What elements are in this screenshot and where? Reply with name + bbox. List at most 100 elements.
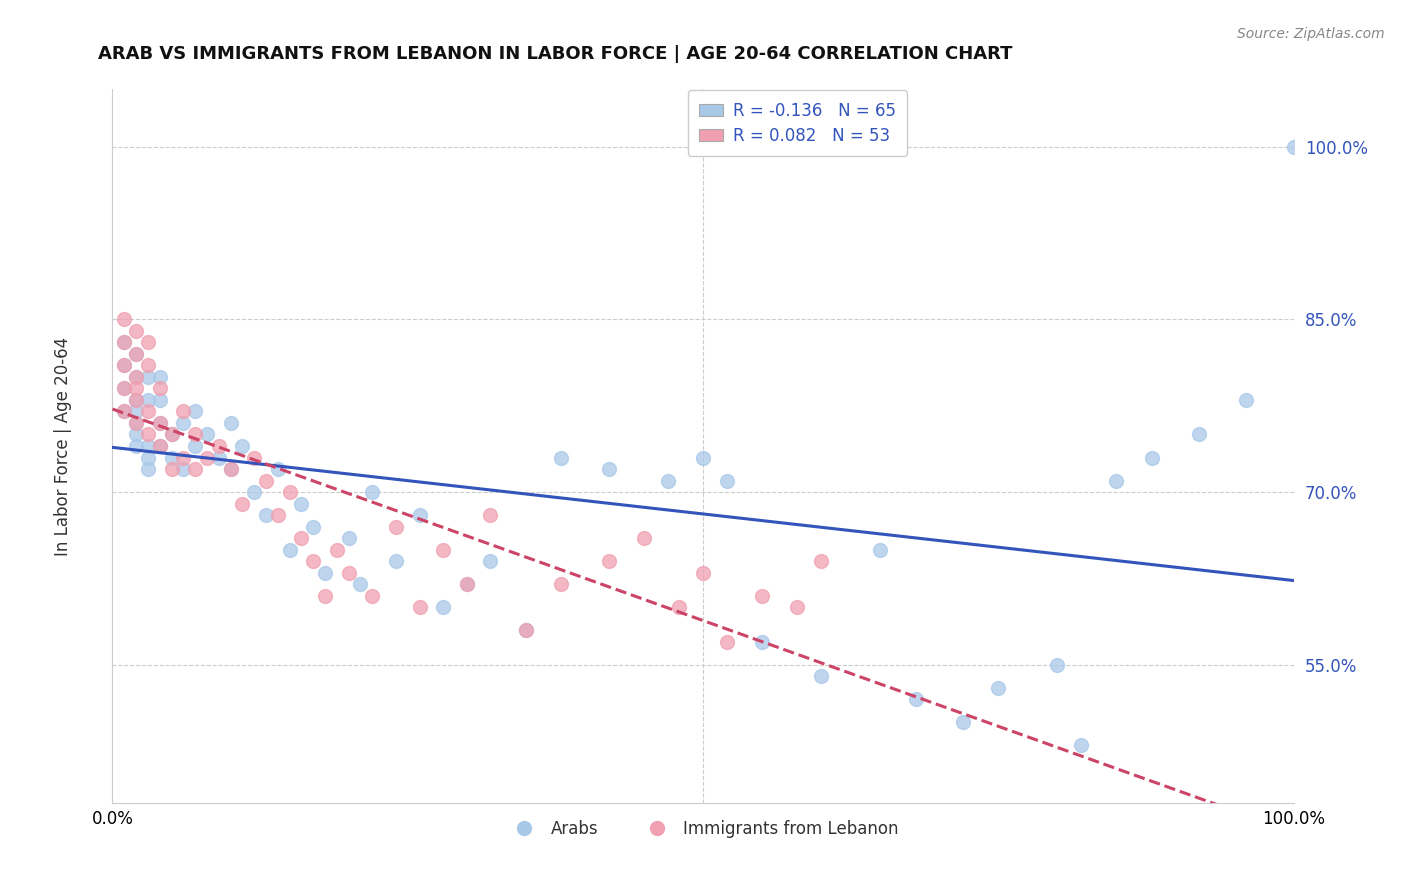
Point	[243, 450, 266, 465]
Point	[195, 450, 218, 465]
Point	[326, 542, 349, 557]
Point	[112, 359, 135, 373]
Point	[515, 623, 537, 637]
Point	[1188, 427, 1211, 442]
Point	[184, 404, 207, 418]
Point	[668, 600, 690, 615]
Point	[219, 416, 242, 430]
Point	[408, 508, 430, 522]
Point	[125, 381, 148, 395]
Point	[125, 416, 148, 430]
Point	[149, 381, 172, 395]
Point	[1234, 392, 1257, 407]
Point	[515, 623, 537, 637]
Point	[598, 462, 620, 476]
Point	[278, 485, 301, 500]
Point	[136, 359, 159, 373]
Point	[254, 508, 277, 522]
Point	[716, 474, 738, 488]
Point	[160, 427, 183, 442]
Point	[904, 692, 927, 706]
Point	[550, 577, 572, 591]
Point	[125, 347, 148, 361]
Point	[1070, 738, 1092, 752]
Point	[219, 462, 242, 476]
Point	[456, 577, 478, 591]
Point	[112, 381, 135, 395]
Point	[1140, 450, 1163, 465]
Point	[136, 450, 159, 465]
Point	[125, 416, 148, 430]
Point	[112, 312, 135, 326]
Point	[231, 439, 253, 453]
Point	[337, 566, 360, 580]
Point	[208, 439, 231, 453]
Point	[337, 531, 360, 545]
Point	[952, 715, 974, 730]
Point	[149, 392, 172, 407]
Point	[633, 531, 655, 545]
Point	[125, 324, 148, 338]
Point	[136, 439, 159, 453]
Point	[267, 462, 290, 476]
Point	[125, 427, 148, 442]
Point	[302, 554, 325, 568]
Point	[160, 462, 183, 476]
Point	[219, 462, 242, 476]
Point	[349, 577, 371, 591]
Point	[149, 416, 172, 430]
Point	[1105, 474, 1128, 488]
Legend: Arabs, Immigrants from Lebanon: Arabs, Immigrants from Lebanon	[501, 814, 905, 845]
Point	[692, 450, 714, 465]
Point	[302, 519, 325, 533]
Point	[112, 335, 135, 350]
Point	[254, 474, 277, 488]
Point	[243, 485, 266, 500]
Point	[136, 370, 159, 384]
Point	[987, 681, 1010, 695]
Point	[149, 439, 172, 453]
Point	[751, 634, 773, 648]
Point	[786, 600, 808, 615]
Point	[136, 462, 159, 476]
Point	[136, 427, 159, 442]
Point	[408, 600, 430, 615]
Point	[361, 589, 384, 603]
Point	[314, 566, 336, 580]
Point	[184, 427, 207, 442]
Point	[136, 404, 159, 418]
Point	[125, 404, 148, 418]
Point	[112, 335, 135, 350]
Point	[385, 519, 408, 533]
Point	[160, 450, 183, 465]
Point	[479, 508, 502, 522]
Point	[751, 589, 773, 603]
Point	[314, 589, 336, 603]
Point	[810, 554, 832, 568]
Point	[172, 416, 194, 430]
Point	[112, 359, 135, 373]
Point	[172, 462, 194, 476]
Point	[278, 542, 301, 557]
Point	[195, 427, 218, 442]
Point	[184, 462, 207, 476]
Point	[172, 450, 194, 465]
Point	[125, 370, 148, 384]
Point	[290, 497, 312, 511]
Point	[160, 427, 183, 442]
Point	[149, 439, 172, 453]
Point	[208, 450, 231, 465]
Point	[432, 542, 454, 557]
Point	[456, 577, 478, 591]
Point	[290, 531, 312, 545]
Point	[172, 404, 194, 418]
Text: In Labor Force | Age 20-64: In Labor Force | Age 20-64	[55, 336, 72, 556]
Point	[361, 485, 384, 500]
Point	[1282, 140, 1305, 154]
Point	[125, 392, 148, 407]
Point	[479, 554, 502, 568]
Point	[184, 439, 207, 453]
Point	[231, 497, 253, 511]
Point	[125, 370, 148, 384]
Point	[125, 347, 148, 361]
